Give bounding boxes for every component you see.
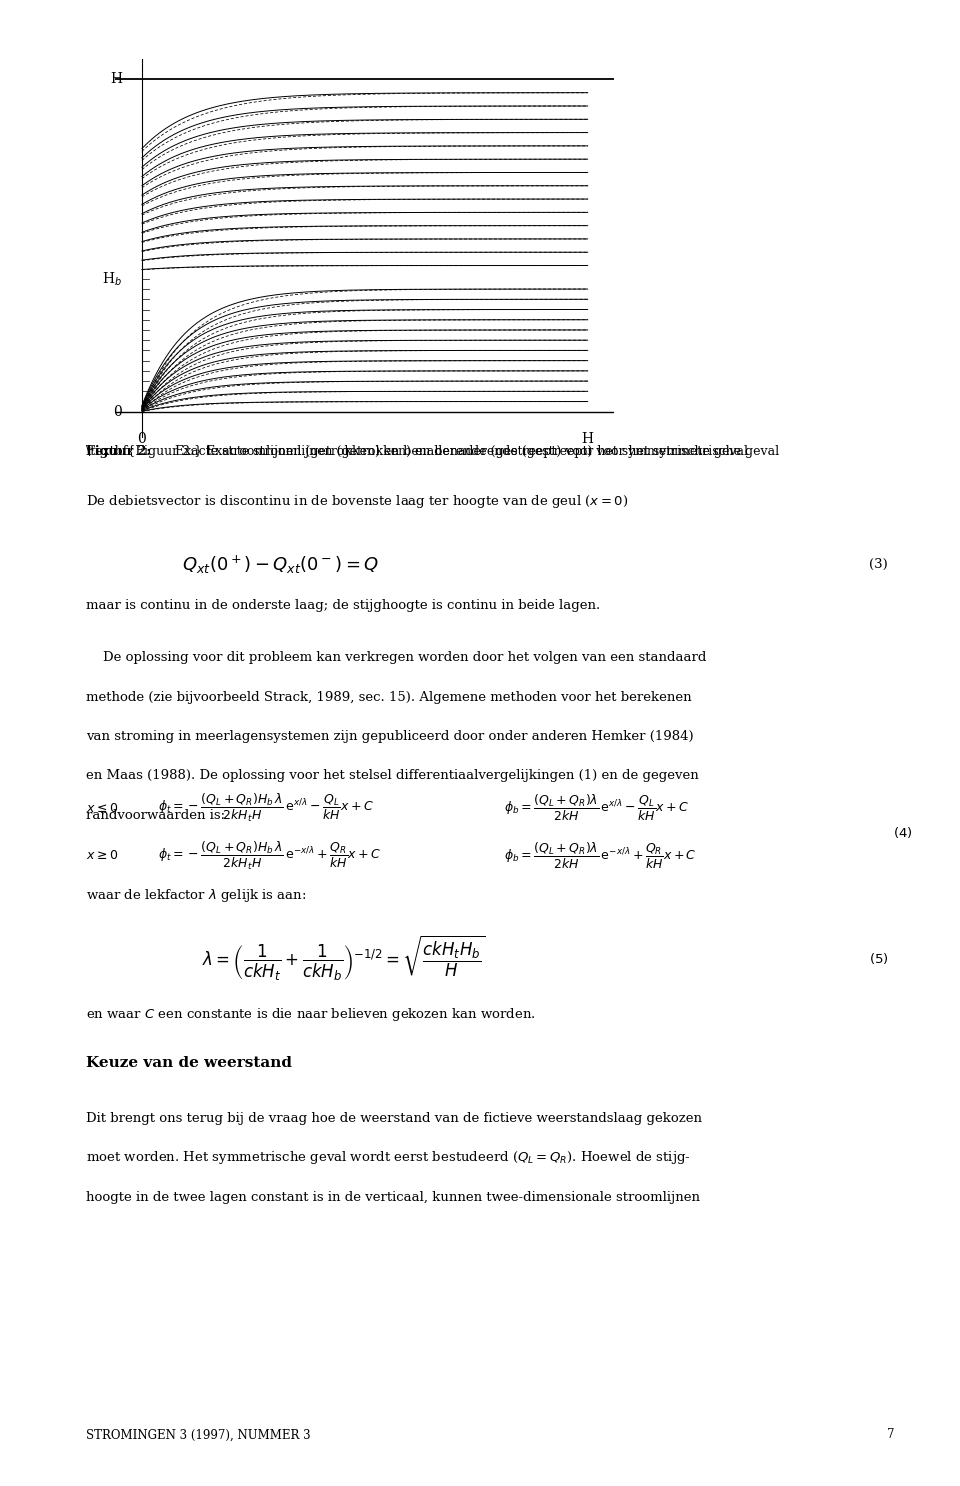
Text: De oplossing voor dit probleem kan verkregen worden door het volgen van een stan: De oplossing voor dit probleem kan verkr…: [86, 651, 707, 664]
Text: De debietsvector is discontinu in de bovenste laag ter hoogte van de geul ($x = : De debietsvector is discontinu in de bov…: [86, 493, 629, 510]
Text: 0: 0: [137, 432, 146, 446]
Text: Exacte stroomlijnen (getrokken) en benaderende (gestreept) voor het symmetrische: Exacte stroomlijnen (getrokken) en benad…: [175, 444, 748, 458]
Text: $\phi_b = \dfrac{(Q_L+Q_R)\lambda}{2kH}\,\mathrm{e}^{x/\lambda} - \dfrac{Q_L}{kH: $\phi_b = \dfrac{(Q_L+Q_R)\lambda}{2kH}\…: [504, 794, 689, 823]
Text: H: H: [582, 432, 593, 446]
Text: waar de lekfactor $\lambda$ gelijk is aan:: waar de lekfactor $\lambda$ gelijk is aa…: [86, 887, 306, 903]
Text: Dit brengt ons terug bij de vraag hoe de weerstand van de fictieve weerstandslaa: Dit brengt ons terug bij de vraag hoe de…: [86, 1112, 703, 1125]
Text: $\phi_b = \dfrac{(Q_L+Q_R)\lambda}{2kH}\,\mathrm{e}^{-x/\lambda} + \dfrac{Q_R}{k: $\phi_b = \dfrac{(Q_L+Q_R)\lambda}{2kH}\…: [504, 841, 697, 871]
Text: (3): (3): [869, 559, 888, 571]
Text: $\lambda = \left(\dfrac{1}{ckH_t} + \dfrac{1}{ckH_b}\right)^{-1/2} = \sqrt{\dfra: $\lambda = \left(\dfrac{1}{ckH_t} + \dfr…: [202, 935, 485, 982]
Text: H$_b$: H$_b$: [102, 270, 122, 287]
Text: $\phi_t = -\dfrac{(Q_L+Q_R)H_b\,\lambda}{2kH_tH}\,\mathrm{e}^{-x/\lambda} + \dfr: $\phi_t = -\dfrac{(Q_L+Q_R)H_b\,\lambda}…: [158, 840, 382, 872]
Text: $Q_{xt}(0^+) - Q_{xt}(0^-) = Q$: $Q_{xt}(0^+) - Q_{xt}(0^-) = Q$: [182, 553, 379, 577]
Text: methode (zie bijvoorbeeld Strack, 1989, sec. 15). Algemene methoden voor het ber: methode (zie bijvoorbeeld Strack, 1989, …: [86, 691, 692, 704]
Text: randvoorwaarden is:: randvoorwaarden is:: [86, 808, 226, 822]
Text: van stroming in meerlagensystemen zijn gepubliceerd door onder anderen Hemker (1: van stroming in meerlagensystemen zijn g…: [86, 730, 694, 743]
Text: 0: 0: [113, 404, 122, 419]
Text: \textbf{Figuur 2:} Exacte stroomlijnen (getrokken) en benaderende (gestreept) vo: \textbf{Figuur 2:} Exacte stroomlijnen (…: [86, 444, 780, 458]
Text: Figuur 2:: Figuur 2:: [86, 444, 152, 458]
Text: Keuze van de weerstand: Keuze van de weerstand: [86, 1057, 293, 1070]
Text: en waar $C$ een constante is die naar believen gekozen kan worden.: en waar $C$ een constante is die naar be…: [86, 1006, 536, 1022]
Text: 7: 7: [887, 1428, 895, 1441]
Text: hoogte in de twee lagen constant is in de verticaal, kunnen twee-dimensionale st: hoogte in de twee lagen constant is in d…: [86, 1190, 701, 1204]
Text: $(4)$: $(4)$: [893, 825, 912, 840]
Text: STROMINGEN 3 (1997), NUMMER 3: STROMINGEN 3 (1997), NUMMER 3: [86, 1428, 311, 1441]
Text: $(5)$: $(5)$: [869, 951, 888, 966]
Text: maar is continu in de onderste laag; de stijghoogte is continu in beide lagen.: maar is continu in de onderste laag; de …: [86, 599, 601, 612]
Text: H: H: [109, 73, 122, 86]
Text: $x \geq 0$: $x \geq 0$: [86, 850, 119, 862]
Text: en Maas (1988). De oplossing voor het stelsel differentiaalvergelijkingen (1) en: en Maas (1988). De oplossing voor het st…: [86, 770, 699, 783]
Text: $x \leq 0$: $x \leq 0$: [86, 802, 119, 814]
Text: $\phi_t = -\dfrac{(Q_L+Q_R)H_b\,\lambda}{2kH_tH}\,\mathrm{e}^{x/\lambda} - \dfra: $\phi_t = -\dfrac{(Q_L+Q_R)H_b\,\lambda}…: [158, 792, 374, 825]
Text: moet worden. Het symmetrische geval wordt eerst bestudeerd ($Q_L = Q_R$). Hoewel: moet worden. Het symmetrische geval word…: [86, 1149, 691, 1167]
